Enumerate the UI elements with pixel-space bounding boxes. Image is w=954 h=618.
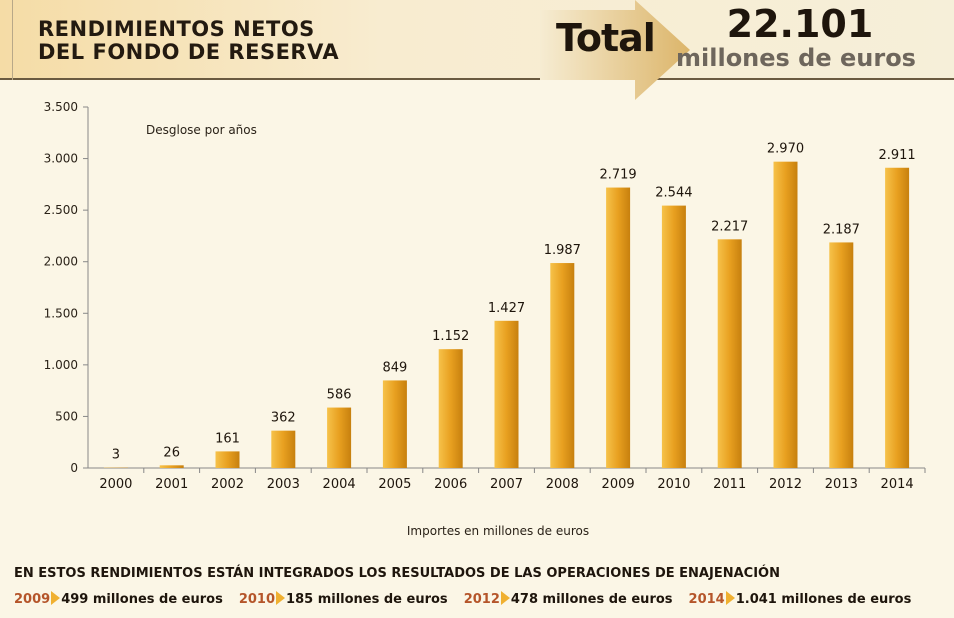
data-label-2001: 26 — [163, 445, 180, 460]
bar-2004 — [327, 407, 352, 468]
bar-2003 — [271, 430, 296, 468]
total-label: Total — [556, 16, 656, 60]
title-line-2: DEL FONDO DE RESERVA — [38, 40, 340, 64]
data-label-2013: 2.187 — [823, 222, 860, 237]
footer-item: 2012 478 millones de euros — [464, 591, 673, 607]
data-label-2012: 2.970 — [767, 142, 804, 157]
data-label-2006: 1.152 — [432, 329, 469, 344]
bar-2011 — [717, 239, 742, 468]
x-tick-label: 2013 — [825, 477, 858, 492]
footer-item-text: 185 millones de euros — [286, 592, 448, 607]
divider — [12, 0, 13, 80]
arrow-icon — [276, 591, 286, 605]
data-label-2000: 3 — [112, 448, 120, 463]
x-tick-label: 2003 — [267, 477, 300, 492]
x-tick-label: 2011 — [713, 477, 746, 492]
footer-item-text: 499 millones de euros — [61, 592, 223, 607]
y-tick-label: 1.000 — [44, 358, 78, 372]
total-unit: millones de euros — [676, 44, 916, 72]
x-tick-label: 2014 — [881, 477, 914, 492]
bar-2010 — [661, 205, 686, 469]
footer-item-year: 2010 — [238, 592, 276, 607]
bar-2009 — [606, 187, 631, 468]
footer-item-text: 1.041 millones de euros — [735, 592, 912, 607]
page-title: RENDIMIENTOS NETOS DEL FONDO DE RESERVA — [38, 18, 339, 64]
y-tick-label: 2.000 — [44, 255, 78, 269]
bar-2001 — [159, 465, 184, 468]
bar-2008 — [550, 263, 575, 468]
footer-item-year: 2012 — [463, 592, 500, 607]
x-tick-label: 2002 — [211, 477, 244, 492]
arrow-icon — [540, 0, 690, 100]
footer-items: 2009 499 millones de euros 2010 185 millone… — [14, 591, 911, 607]
x-tick-label: 2008 — [546, 477, 579, 492]
footer-item: 2010 185 millones de euros — [239, 591, 448, 607]
x-tick-label: 2010 — [657, 477, 690, 492]
x-tick-label: 2006 — [434, 477, 467, 492]
arrow-icon — [500, 591, 510, 605]
bar-2012 — [773, 161, 798, 468]
x-tick-label: 2012 — [769, 477, 802, 492]
footer-item-text: 478 millones de euros — [510, 592, 673, 607]
header-band — [0, 0, 954, 80]
x-tick-label: 2007 — [490, 477, 523, 492]
data-label-2007: 1.427 — [488, 301, 525, 316]
x-tick-label: 2009 — [602, 477, 635, 492]
chart-subtitle: Desglose por años — [146, 123, 257, 137]
footer-item: 2009 499 millones de euros — [14, 591, 223, 607]
data-label-2004: 586 — [327, 388, 352, 403]
y-tick-label: 3.000 — [44, 152, 78, 166]
x-tick-label: 2004 — [323, 477, 356, 492]
bar-2002 — [215, 451, 240, 468]
y-tick-label: 500 — [55, 409, 78, 423]
data-label-2011: 2.217 — [711, 219, 748, 234]
data-label-2002: 161 — [215, 431, 240, 446]
footer-item-year: 2009 — [14, 592, 51, 607]
footer-note: EN ESTOS RENDIMIENTOS ESTÁN INTEGRADOS L… — [14, 566, 780, 581]
x-tick-label: 2001 — [155, 477, 188, 492]
y-tick-label: 3.500 — [44, 100, 78, 114]
x-tick-label: 2000 — [99, 477, 132, 492]
data-label-2014: 2.911 — [878, 148, 915, 163]
bar-2013 — [829, 242, 854, 468]
data-label-2009: 2.719 — [599, 168, 636, 183]
data-label-2005: 849 — [382, 360, 407, 375]
arrow-icon — [51, 591, 61, 605]
bar-2014 — [885, 167, 910, 468]
x-axis-label: Importes en millones de euros — [407, 524, 589, 538]
y-tick-label: 0 — [70, 461, 78, 475]
data-label-2008: 1.987 — [544, 243, 581, 258]
total-value: 22.101 — [726, 2, 874, 46]
title-line-1: RENDIMIENTOS NETOS — [38, 17, 315, 41]
x-tick-label: 2005 — [378, 477, 411, 492]
data-label-2010: 2.544 — [655, 186, 692, 201]
y-tick-label: 1.500 — [44, 306, 78, 320]
y-tick-label: 2.500 — [44, 203, 78, 217]
arrow-icon — [725, 591, 735, 605]
bar-2007 — [494, 320, 519, 468]
bar-2006 — [438, 349, 463, 468]
bar-2005 — [382, 380, 407, 468]
bar-chart: Desglose por años Importes en millones d… — [44, 100, 926, 538]
data-label-2003: 362 — [271, 411, 296, 426]
footer-item: 2014 1.041 millones de euros — [688, 591, 912, 607]
footer-item-year: 2014 — [688, 592, 725, 607]
